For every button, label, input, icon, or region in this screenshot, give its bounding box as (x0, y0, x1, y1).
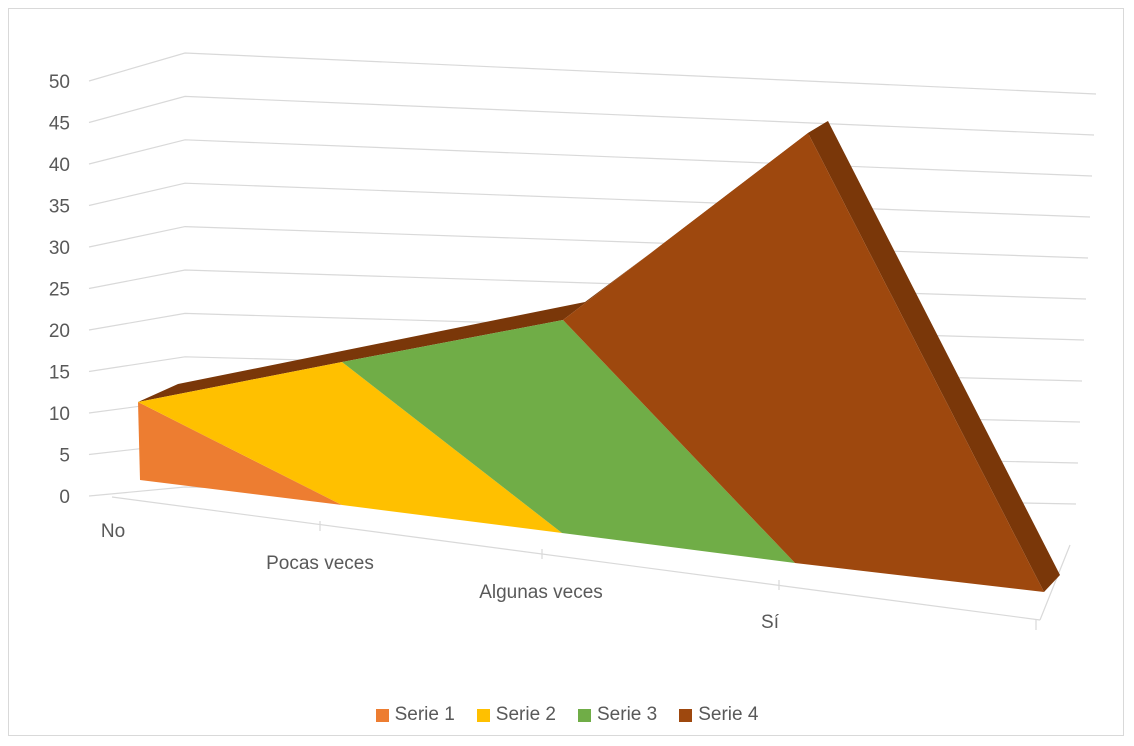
x-category-label: No (101, 521, 125, 542)
y-tick-label: 10 (49, 404, 70, 425)
gridline (88, 95, 1095, 136)
gridline (88, 182, 1091, 218)
legend-label: Serie 3 (597, 704, 658, 725)
legend-label: Serie 1 (394, 704, 455, 725)
x-category-label: Sí (761, 612, 780, 633)
legend-label: Serie 2 (495, 704, 556, 725)
area-serie-3 (342, 320, 795, 563)
legend-swatch (679, 708, 693, 722)
chart-legend: Serie 1 Serie 2 Serie 3 Serie 4 (0, 704, 1134, 726)
legend-item-serie-2: Serie 2 (476, 704, 556, 726)
y-tick-label: 5 (59, 446, 70, 467)
y-tick-label: 35 (49, 197, 70, 218)
x-category-label: Algunas veces (479, 582, 603, 603)
y-tick-label: 0 (59, 487, 70, 508)
y-tick-label: 40 (49, 155, 70, 176)
area-serie-4 (563, 133, 1044, 592)
y-tick-label: 20 (49, 321, 70, 342)
x-axis-line (111, 496, 1041, 621)
x-category-label: Pocas veces (266, 553, 374, 574)
gridline (88, 225, 1089, 259)
legend-item-serie-3: Serie 3 (578, 704, 657, 726)
y-tick-label: 25 (49, 280, 70, 301)
legend-item-serie-1: Serie 1 (375, 704, 455, 726)
y-tick-label: 50 (49, 72, 70, 93)
gridline (88, 139, 1093, 177)
serie-4-side-face (808, 121, 1060, 592)
legend-label: Serie 4 (698, 704, 759, 725)
legend-item-serie-4: Serie 4 (679, 704, 758, 726)
legend-swatch (375, 708, 389, 722)
area-serie-2 (138, 362, 562, 533)
legend-swatch (476, 708, 490, 722)
y-tick-label: 15 (49, 363, 70, 384)
floor-edge (1039, 544, 1071, 621)
gridline (88, 269, 1087, 300)
y-tick-label: 30 (49, 238, 70, 259)
legend-swatch (578, 708, 591, 722)
gridline (88, 52, 1097, 95)
y-tick-label: 45 (49, 114, 70, 135)
